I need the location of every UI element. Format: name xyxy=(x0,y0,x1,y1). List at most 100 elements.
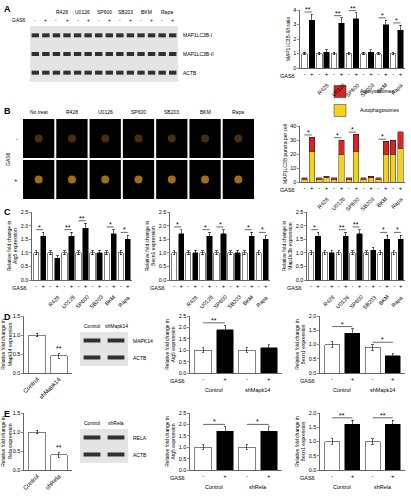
svg-text:Relative fold change inBecn1 e: Relative fold change inBecn1 expression xyxy=(144,220,157,271)
svg-text:-: - xyxy=(348,71,350,77)
svg-text:SP600: SP600 xyxy=(348,294,364,310)
svg-text:-: - xyxy=(55,17,57,23)
svg-text:Autophagosomes: Autophagosomes xyxy=(360,107,399,113)
svg-text:-: - xyxy=(215,283,217,289)
svg-text:GAS6: GAS6 xyxy=(12,285,27,291)
svg-text:1.5: 1.5 xyxy=(179,433,187,439)
svg-text:+: + xyxy=(150,17,153,23)
svg-text:-: - xyxy=(119,17,121,23)
svg-text:0.5: 0.5 xyxy=(309,356,317,362)
svg-text:2.0: 2.0 xyxy=(21,223,29,229)
svg-text:*: * xyxy=(381,336,384,343)
svg-text:-: - xyxy=(230,283,232,289)
svg-text:-: - xyxy=(365,283,367,289)
svg-text:*: * xyxy=(307,129,310,136)
svg-text:-: - xyxy=(258,283,260,289)
svg-text:2.0: 2.0 xyxy=(296,223,304,229)
svg-text:-: - xyxy=(202,473,204,479)
svg-text:GAS6: GAS6 xyxy=(280,73,295,79)
svg-text:GAS6: GAS6 xyxy=(170,378,185,384)
svg-text:GAS6: GAS6 xyxy=(170,475,185,481)
svg-text:Rapa: Rapa xyxy=(161,9,173,15)
svg-text:+: + xyxy=(351,376,355,382)
svg-text:0.0: 0.0 xyxy=(21,277,29,283)
svg-text:BKM: BKM xyxy=(141,9,152,15)
svg-text:-: - xyxy=(34,17,36,23)
svg-text:30: 30 xyxy=(290,137,296,143)
svg-text:4: 4 xyxy=(293,7,296,13)
svg-text:BKM: BKM xyxy=(376,196,389,209)
svg-text:-: - xyxy=(106,283,108,289)
svg-text:+: + xyxy=(391,473,395,479)
svg-text:1.0: 1.0 xyxy=(21,250,29,256)
svg-text:-: - xyxy=(318,71,320,77)
svg-text:*: * xyxy=(213,418,216,425)
svg-text:+: + xyxy=(264,283,268,289)
svg-text:+: + xyxy=(250,283,254,289)
svg-text:1.0: 1.0 xyxy=(309,341,317,347)
svg-text:BKM: BKM xyxy=(104,294,117,307)
svg-text:Control: Control xyxy=(333,387,351,393)
svg-text:1.0: 1.0 xyxy=(159,250,167,256)
svg-text:-: - xyxy=(16,136,18,142)
svg-text:+: + xyxy=(340,71,344,77)
svg-text:+: + xyxy=(369,71,373,77)
svg-text:20: 20 xyxy=(290,151,296,157)
svg-text:1.5: 1.5 xyxy=(13,410,21,416)
svg-text:R428: R428 xyxy=(316,196,330,210)
svg-text:-: - xyxy=(120,283,122,289)
svg-text:-: - xyxy=(202,376,204,382)
svg-text:-: - xyxy=(140,17,142,23)
svg-text:+: + xyxy=(310,71,314,77)
svg-text:A: A xyxy=(4,4,11,14)
svg-text:No treat: No treat xyxy=(30,109,48,115)
svg-text:-: - xyxy=(338,283,340,289)
svg-text:shMapk14: shMapk14 xyxy=(245,387,270,393)
svg-text:-: - xyxy=(318,185,320,191)
svg-text:**: ** xyxy=(56,444,62,451)
svg-text:SP600: SP600 xyxy=(74,294,90,310)
svg-text:2.0: 2.0 xyxy=(179,421,187,427)
svg-text:+: + xyxy=(98,283,102,289)
svg-text:MAP1LC3B-II/I ratio: MAP1LC3B-II/I ratio xyxy=(285,17,291,62)
svg-text:RELA: RELA xyxy=(133,435,147,441)
svg-text:1.5: 1.5 xyxy=(159,236,167,242)
svg-text:SB203: SB203 xyxy=(359,82,375,98)
svg-text:0.5: 0.5 xyxy=(13,448,21,454)
svg-text:0.5: 0.5 xyxy=(159,263,167,269)
svg-text:+: + xyxy=(340,185,344,191)
svg-text:SB203: SB203 xyxy=(359,196,375,212)
svg-text:SB203: SB203 xyxy=(118,9,133,15)
svg-text:-: - xyxy=(49,283,51,289)
svg-text:Control: Control xyxy=(205,484,223,490)
svg-text:-: - xyxy=(310,283,312,289)
svg-text:Control: Control xyxy=(22,376,40,394)
svg-text:1.0: 1.0 xyxy=(179,347,187,353)
svg-text:2.0: 2.0 xyxy=(309,410,317,416)
svg-text:+: + xyxy=(194,283,198,289)
svg-text:+: + xyxy=(171,17,174,23)
svg-text:*: * xyxy=(256,418,259,425)
svg-text:C: C xyxy=(4,207,11,217)
svg-text:0: 0 xyxy=(293,179,296,185)
svg-text:2.5: 2.5 xyxy=(296,209,304,215)
svg-text:U0126: U0126 xyxy=(330,196,346,212)
svg-text:**: ** xyxy=(305,6,311,13)
svg-text:SB203: SB203 xyxy=(226,294,242,310)
svg-text:-: - xyxy=(246,376,248,382)
svg-text:Autolysosomes: Autolysosomes xyxy=(360,88,394,94)
svg-text:Relative fold change inBecn1 e: Relative fold change inBecn1 expression xyxy=(294,319,307,370)
svg-text:R428: R428 xyxy=(56,9,68,15)
svg-text:0.0: 0.0 xyxy=(179,467,187,473)
svg-text:-: - xyxy=(363,71,365,77)
svg-text:U0126: U0126 xyxy=(75,9,90,15)
svg-text:*: * xyxy=(381,133,384,140)
svg-text:1.0: 1.0 xyxy=(13,429,21,435)
svg-text:BKM: BKM xyxy=(377,293,390,306)
svg-text:Relative fold change inRela ex: Relative fold change inRela expression xyxy=(0,416,13,467)
svg-text:-: - xyxy=(77,17,79,23)
svg-text:40: 40 xyxy=(290,123,296,129)
svg-text:+: + xyxy=(354,185,358,191)
svg-text:2.5: 2.5 xyxy=(179,410,187,416)
svg-text:+: + xyxy=(129,17,132,23)
